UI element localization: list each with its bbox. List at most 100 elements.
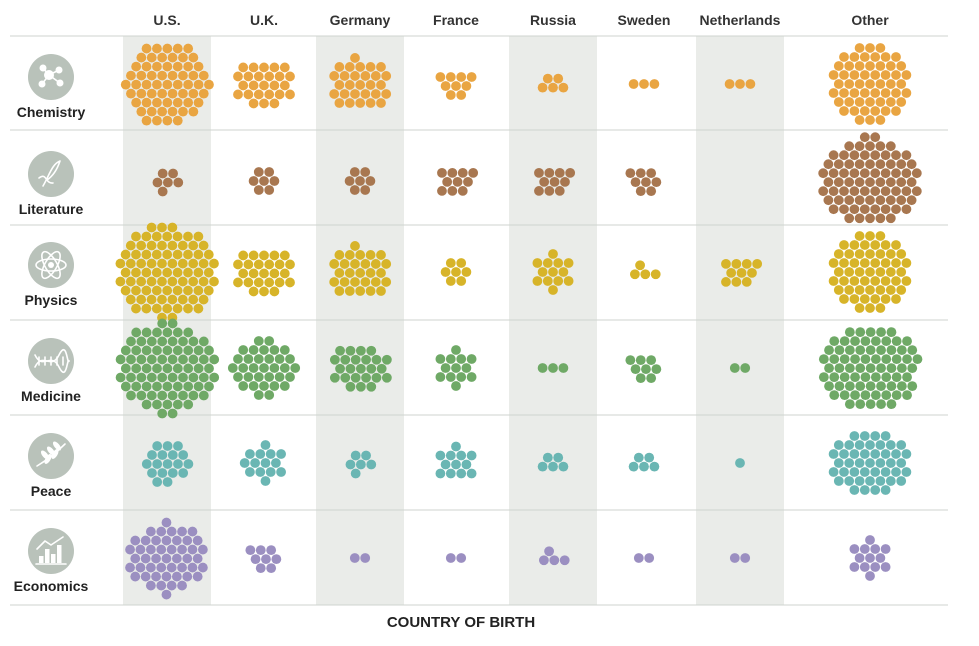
- laureate-dot: [162, 249, 173, 260]
- laureate-dot: [248, 176, 259, 186]
- laureate-dot: [901, 258, 912, 268]
- laureate-dot: [456, 468, 467, 479]
- laureate-dot: [823, 195, 834, 206]
- laureate-dot: [157, 168, 168, 179]
- laureate-dot: [833, 440, 844, 450]
- laureate-dot: [350, 259, 360, 269]
- laureate-dot: [549, 177, 560, 187]
- laureate-dot: [859, 276, 870, 286]
- laureate-dot: [844, 159, 855, 170]
- laureate-dot: [911, 186, 922, 197]
- laureate-dot: [466, 372, 477, 382]
- laureate-dot: [141, 249, 152, 260]
- row-labels: Chemistry Literature Physics Medicine Peace E…: [14, 104, 89, 594]
- laureate-dot: [349, 553, 360, 563]
- laureate-dot: [639, 79, 649, 89]
- laureate-dot: [335, 363, 345, 374]
- laureate-dot: [844, 267, 855, 277]
- laureate-dot: [156, 526, 167, 537]
- laureate-dot: [457, 186, 468, 196]
- laureate-dot: [437, 167, 447, 178]
- laureate-dot: [870, 562, 881, 572]
- cluster-peace-u-k: [239, 440, 286, 486]
- laureate-dot: [875, 303, 886, 313]
- laureate-dot: [120, 249, 131, 260]
- laureate-dot: [865, 195, 875, 206]
- laureate-dot: [146, 336, 157, 347]
- laureate-dot: [901, 150, 912, 161]
- laureate-dot: [193, 381, 204, 392]
- laureate-dot: [204, 345, 214, 356]
- laureate-dot: [447, 186, 458, 196]
- laureate-dot: [865, 159, 875, 170]
- laureate-dot: [269, 250, 280, 261]
- laureate-dot: [145, 562, 156, 573]
- row-label-physics: Physics: [25, 292, 78, 308]
- laureate-dot: [833, 249, 844, 259]
- laureate-dot: [355, 176, 365, 186]
- laureate-dot: [849, 562, 860, 572]
- laureate-dot: [880, 562, 891, 572]
- laureate-dot: [456, 372, 467, 382]
- row-gridlines: [10, 35, 948, 606]
- laureate-dot: [824, 345, 834, 356]
- laureate-dot: [876, 345, 886, 356]
- laureate-dot: [833, 159, 844, 170]
- laureate-dot: [854, 285, 865, 295]
- bar-graph-icon: [28, 528, 74, 574]
- laureate-dot: [635, 355, 646, 366]
- laureate-dot: [745, 79, 756, 89]
- laureate-dot: [146, 372, 157, 383]
- laureate-dot: [876, 399, 886, 410]
- laureate-dot: [854, 440, 865, 450]
- row-label-peace: Peace: [31, 483, 72, 499]
- laureate-dot: [253, 89, 264, 100]
- laureate-dot: [870, 132, 881, 143]
- laureate-dot: [823, 159, 834, 170]
- laureate-dot: [833, 476, 844, 486]
- laureate-dot: [141, 115, 152, 126]
- laureate-dot: [880, 204, 891, 215]
- laureate-dot: [126, 354, 136, 365]
- laureate-dot: [141, 43, 152, 54]
- laureate-dot: [829, 336, 840, 347]
- laureate-dot: [651, 177, 662, 188]
- laureate-dot: [839, 258, 849, 268]
- cluster-physics-sweden: [630, 260, 661, 280]
- laureate-dot: [381, 277, 392, 287]
- laureate-dot: [178, 52, 188, 63]
- laureate-dot: [828, 467, 839, 477]
- laureate-dot: [130, 553, 141, 564]
- laureate-dot: [640, 269, 651, 280]
- laureate-dot: [290, 363, 301, 373]
- cluster-medicine-other: [818, 327, 923, 410]
- laureate-dot: [885, 159, 896, 170]
- laureate-dot: [172, 61, 183, 72]
- laureate-dot: [361, 354, 371, 365]
- laureate-dot: [548, 82, 558, 93]
- laureate-dot: [818, 168, 829, 179]
- laureate-dot: [152, 327, 162, 338]
- laureate-dot: [365, 62, 376, 72]
- cluster-physics-u-k: [233, 250, 295, 297]
- laureate-dot: [870, 258, 881, 268]
- laureate-dot: [344, 98, 355, 108]
- laureate-dot: [376, 98, 386, 108]
- laureate-dot: [366, 381, 377, 392]
- laureate-dot: [456, 450, 467, 461]
- laureate-dot: [162, 399, 173, 410]
- laureate-dot: [828, 204, 839, 215]
- laureate-dot: [250, 554, 261, 565]
- laureate-dot: [548, 461, 558, 472]
- laureate-dot: [865, 115, 875, 125]
- laureate-dot: [203, 267, 214, 278]
- laureate-dot: [859, 467, 870, 477]
- laureate-dot: [445, 468, 456, 479]
- row-label-literature: Literature: [19, 201, 84, 217]
- laureate-dot: [865, 363, 876, 374]
- laureate-dot: [136, 88, 147, 99]
- laureate-dot: [141, 399, 152, 410]
- laureate-dot: [912, 354, 923, 365]
- laureate-dot: [259, 345, 269, 355]
- laureate-dot: [833, 97, 844, 107]
